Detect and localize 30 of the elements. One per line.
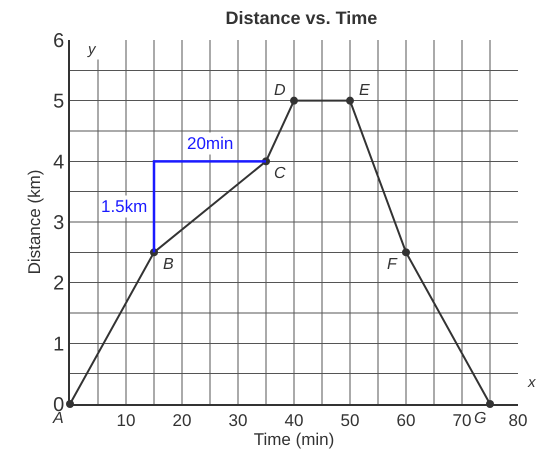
y-tick-label: 3 — [53, 212, 64, 234]
x-axis-title: Time (min) — [254, 430, 334, 450]
x-tick-label: 70 — [452, 411, 472, 430]
annotation: D — [274, 82, 286, 99]
y-tick-label: 2 — [53, 272, 64, 295]
point — [346, 96, 354, 105]
y-tick-label: 4 — [53, 151, 64, 174]
chart-title: Distance vs. Time — [226, 8, 378, 28]
y-tick-label: 5 — [53, 90, 64, 113]
x-tick-label: 80 — [508, 411, 528, 430]
x-tick-label: 60 — [396, 411, 416, 430]
x-tick-label: 40 — [284, 411, 304, 430]
annotation: 1.5km — [101, 197, 148, 216]
annotation: y — [87, 41, 97, 58]
annotation: F — [387, 256, 398, 273]
text: x — [527, 374, 536, 391]
y-tick-label: 6 — [53, 30, 64, 52]
annotation: E — [359, 82, 370, 99]
x-tick-label: 10 — [116, 411, 136, 430]
x-tick-label: 50 — [340, 411, 360, 430]
y-axis-title: Distance (km) — [25, 170, 44, 274]
point — [290, 96, 298, 105]
point — [402, 248, 410, 256]
annotation: C — [274, 165, 286, 182]
x-tick-label: 30 — [228, 411, 248, 430]
y-tick-label: 1 — [53, 333, 64, 356]
annotation: G — [474, 410, 486, 427]
x-tick-label: 20 — [172, 411, 192, 430]
annotation: B — [163, 256, 174, 273]
annotation: 20min — [187, 134, 234, 153]
